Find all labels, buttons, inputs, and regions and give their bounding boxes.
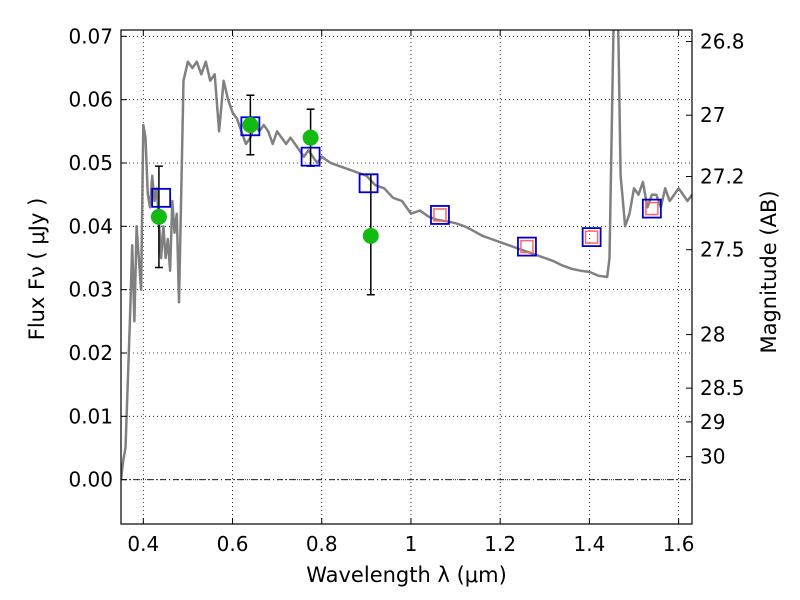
model-box <box>151 187 172 208</box>
model-spectrum <box>121 30 692 480</box>
model-box <box>517 236 537 257</box>
x-ticks: 0.4 0.6 0.8 1 1.2 1.4 1.6 <box>127 30 695 556</box>
observed-point <box>302 129 319 146</box>
y2-tick-label: 27.2 <box>700 165 745 189</box>
y-tick-label: 0.05 <box>68 151 113 175</box>
y-ticks: 0.00 0.01 0.02 0.03 0.04 0.05 0.06 0.07 <box>68 24 127 492</box>
model-box-inner <box>433 208 447 222</box>
y-tick-label: 0.07 <box>68 24 113 48</box>
x-tick-label: 1.6 <box>663 532 695 556</box>
y-tick-label: 0.04 <box>68 214 113 238</box>
y-tick-label: 0.03 <box>68 278 113 302</box>
x-tick-label: 1.2 <box>484 532 516 556</box>
x-tick-label: 1.4 <box>573 532 605 556</box>
y2-tick-label: 28.5 <box>700 376 745 400</box>
y2-tick-label: 27 <box>700 103 725 127</box>
y2-tick-label: 29 <box>700 410 725 434</box>
y-tick-label: 0.01 <box>68 404 113 428</box>
model-box <box>641 198 662 219</box>
model-box <box>300 146 321 167</box>
x-axis-label: Wavelength λ (μm) <box>306 563 507 587</box>
x-tick-label: 0.8 <box>306 532 338 556</box>
model-line <box>121 30 692 480</box>
model-box <box>430 205 450 225</box>
observed-point <box>242 117 259 133</box>
observed-photometry-points <box>150 117 379 244</box>
y-axis-label: Flux Fν ( μJy ) <box>25 198 49 341</box>
x-tick-label: 0.4 <box>127 532 159 556</box>
x-tick-label: 1 <box>405 532 418 556</box>
observed-point <box>362 227 379 244</box>
y-tick-label: 0.00 <box>68 468 113 492</box>
y2-axis-label: Magnitude (AB) <box>757 190 781 353</box>
model-box-inner <box>645 201 659 216</box>
observed-point <box>150 208 167 225</box>
model-photometry-boxes <box>151 116 662 257</box>
y2-tick-label: 26.8 <box>700 30 745 54</box>
y-tick-label: 0.02 <box>68 341 113 365</box>
y2-tick-label: 27.5 <box>700 238 745 262</box>
model-box <box>358 173 379 194</box>
y-tick-label: 0.06 <box>68 88 113 112</box>
model-box-inner <box>520 239 534 254</box>
y2-ticks: 26.8 27 27.2 27.5 28 28.5 29 30 <box>686 30 745 469</box>
model-box-inner <box>584 230 599 244</box>
plot-frame <box>120 29 693 525</box>
x-tick-label: 0.6 <box>217 532 249 556</box>
y2-tick-label: 28 <box>700 323 725 347</box>
model-box <box>581 227 602 248</box>
y2-tick-label: 30 <box>700 445 725 469</box>
